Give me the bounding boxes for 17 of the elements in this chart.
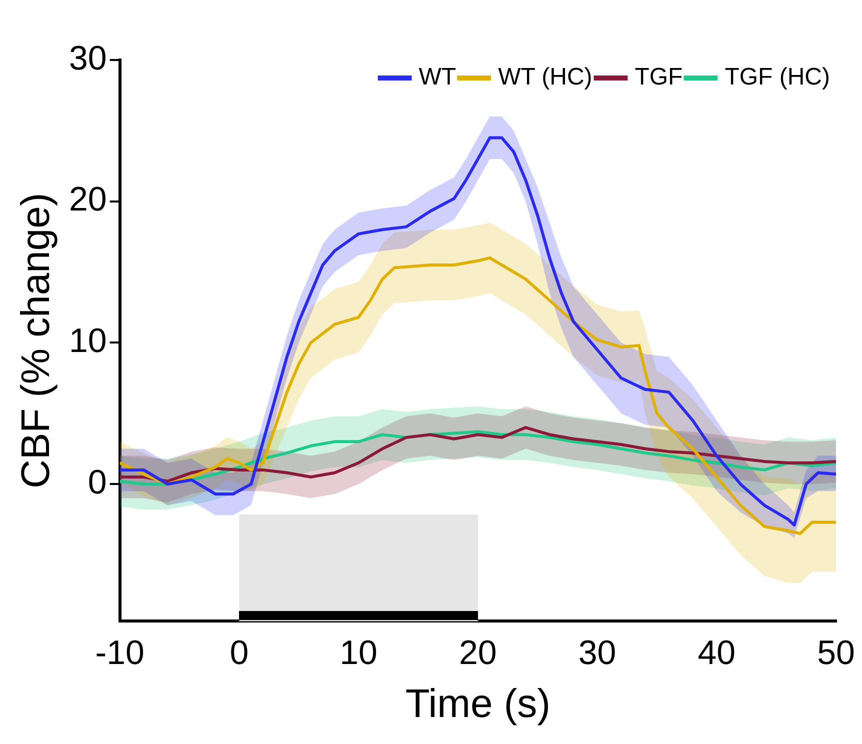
y-tick-label: 0	[88, 463, 107, 502]
y-axis-title: CBF (% change)	[14, 192, 58, 488]
legend-label: WT (HC)	[498, 64, 592, 91]
legend-label: WT	[418, 64, 456, 91]
x-tick-label: 0	[230, 634, 249, 672]
legend-label: TGF	[634, 64, 683, 91]
y-tick-label: 30	[68, 39, 107, 78]
x-tick-label: 20	[458, 634, 497, 672]
x-tick-label: 50	[817, 634, 855, 672]
y-tick-label: 20	[68, 180, 107, 219]
x-tick-label: -10	[95, 634, 144, 672]
legend-label: TGF (HC)	[724, 64, 830, 91]
y-tick-label: 10	[68, 322, 107, 360]
x-tick-label: 10	[340, 634, 378, 672]
x-axis-title: Time (s)	[405, 682, 550, 726]
x-tick-label: 40	[698, 634, 736, 672]
x-tick-label: 30	[578, 634, 616, 672]
